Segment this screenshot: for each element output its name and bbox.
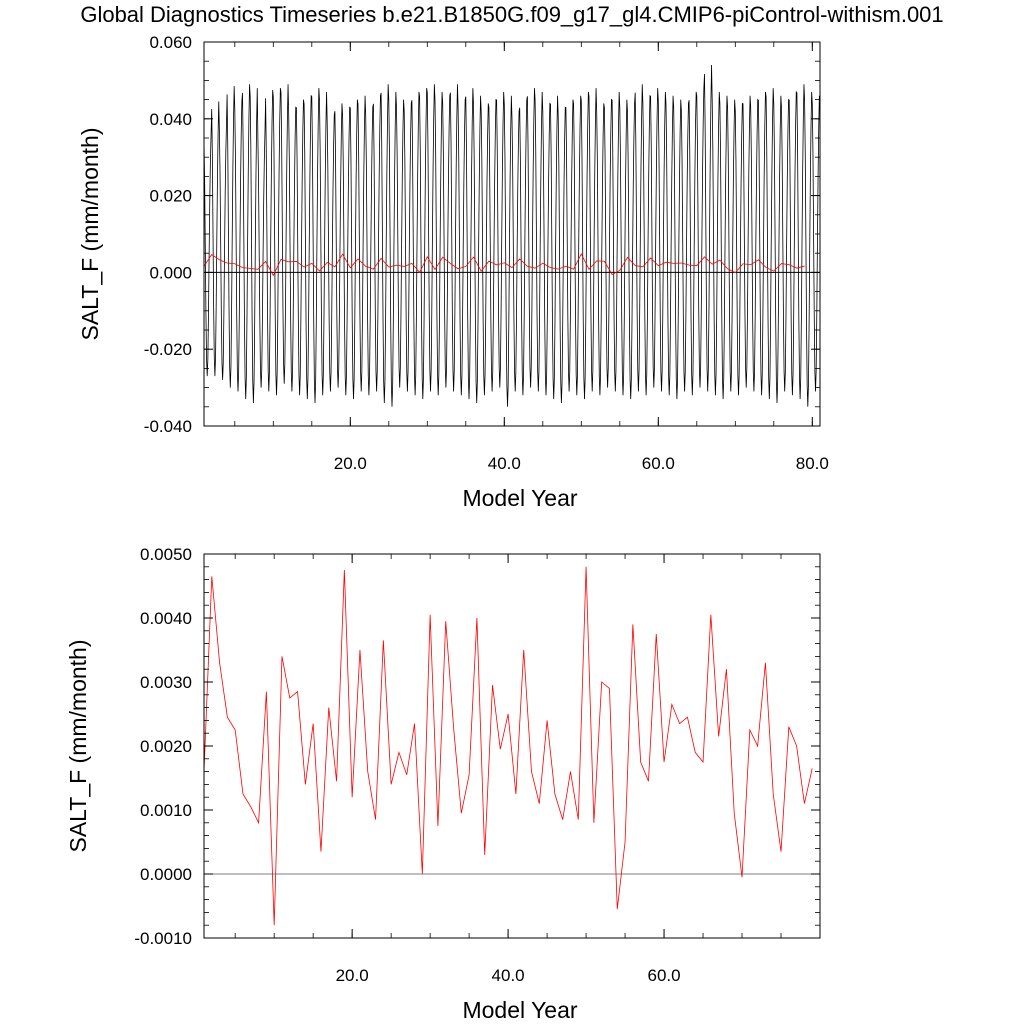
- annual-mean-series-line: [203, 253, 805, 277]
- y-tick-label: 0.040: [149, 110, 192, 129]
- timeseries-chart-top: -0.040 -0.020 0.000 0.020 0.040 0.060 20.0 40.0…: [77, 33, 829, 511]
- annual-mean-chart-bottom: -0.0010 0.0000 0.0010 0.0020 0.0030 0.0040 0.0…: [65, 545, 821, 1023]
- y-tick-label: 0.0040: [140, 609, 192, 628]
- annual-mean-series-line: [203, 566, 813, 926]
- y-tick-label: -0.0010: [134, 929, 192, 948]
- y-axis-title: SALT_F (mm/month): [65, 640, 91, 853]
- plot-frame: [203, 553, 821, 939]
- x-tick-label: 20.0: [334, 454, 367, 473]
- x-tick-label: 60.0: [642, 454, 675, 473]
- x-tick-label: 40.0: [488, 454, 521, 473]
- y-tick-label: 0.0030: [140, 673, 192, 692]
- y-tick-label: -0.040: [144, 417, 192, 436]
- x-tick-label: 60.0: [648, 966, 681, 985]
- y-tick-label: 0.0050: [140, 545, 192, 564]
- x-axis-title: Model Year: [462, 485, 577, 511]
- x-tick-label: 40.0: [492, 966, 525, 985]
- y-tick-label: 0.020: [149, 187, 192, 206]
- y-axis-title: SALT_F (mm/month): [77, 128, 103, 341]
- y-tick-label: 0.060: [149, 33, 192, 52]
- y-tick-label: 0.0010: [140, 801, 192, 820]
- monthly-series-line: [203, 65, 820, 407]
- y-tick-label: -0.020: [144, 340, 192, 359]
- x-tick-label: 20.0: [336, 966, 369, 985]
- y-tick-label: 0.0020: [140, 737, 192, 756]
- figure-title: Global Diagnostics Timeseries b.e21.B185…: [80, 2, 943, 27]
- x-axis-title: Model Year: [462, 997, 577, 1023]
- x-tick-label: 80.0: [796, 454, 829, 473]
- plot-frame: [203, 41, 821, 427]
- y-tick-label: 0.0000: [140, 865, 192, 884]
- y-tick-label: 0.000: [149, 263, 192, 282]
